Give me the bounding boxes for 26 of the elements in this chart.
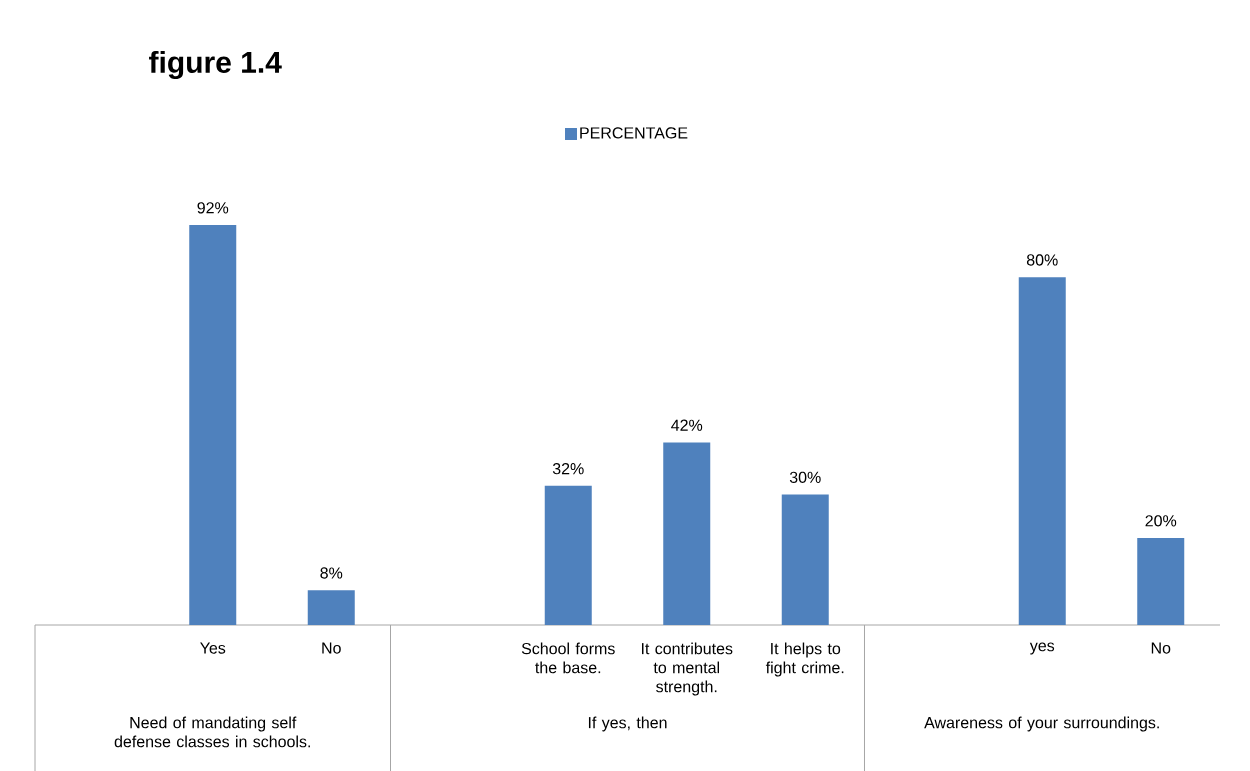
legend-label: PERCENTAGE [580, 127, 688, 139]
x-tick-label: It helps to fight crime. [765, 642, 844, 677]
x-tick-label: No [322, 642, 341, 654]
data-label: 80% [1026, 254, 1058, 266]
data-label: 42% [671, 419, 703, 431]
text: Awareness of your surroundings. [924, 716, 1159, 732]
x-tick-label: School forms the base. [521, 642, 615, 674]
data-label: 92% [197, 202, 229, 214]
x-tick-label: It contributes to mental strength. [641, 642, 733, 696]
bar [307, 590, 355, 625]
data-label: 30% [789, 471, 821, 484]
data-label: 8% [320, 567, 343, 579]
bar [189, 224, 237, 625]
x-tick-label: yes [1029, 642, 1055, 655]
data-label: 20% [1145, 515, 1177, 527]
bar [781, 494, 829, 625]
text: Need of mandating self defense classes in schools. [114, 716, 310, 748]
chart-title: figure 1.4 [149, 50, 282, 80]
bar [663, 442, 711, 625]
x-tick-label: No [1151, 642, 1171, 654]
bar [1137, 538, 1185, 625]
bar [544, 485, 592, 625]
text: If yes, then [588, 716, 667, 732]
data-label: 32% [552, 463, 584, 475]
x-tick-label: Yes [200, 642, 226, 654]
bar [1018, 277, 1066, 625]
